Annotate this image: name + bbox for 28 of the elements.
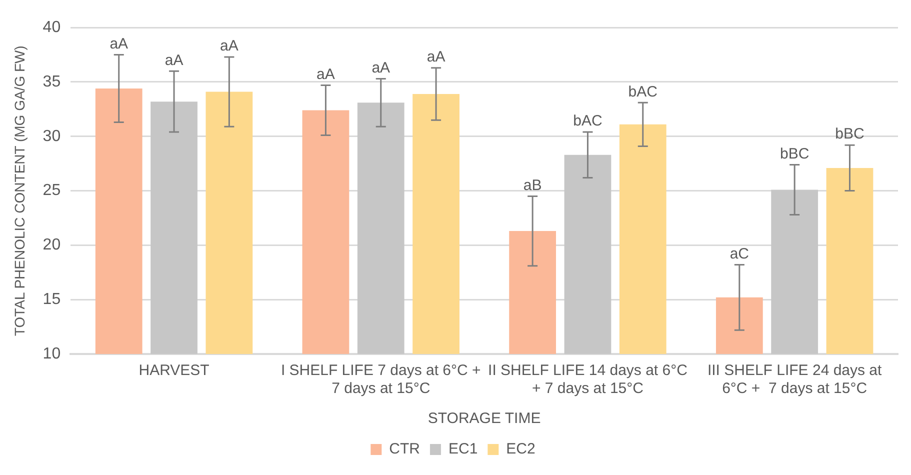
x-tick-label: II SHELF LIFE 14 days at 6°C + 7 days at 15°C bbox=[488, 362, 688, 398]
data-label: aA bbox=[110, 35, 128, 52]
y-tick-label: 15 bbox=[42, 291, 61, 308]
y-axis-title: TOTAL PHENOLIC CONTENT (MG GA/G FW) bbox=[11, 46, 28, 336]
legend-label: CTR bbox=[389, 440, 420, 458]
data-label: bBC bbox=[780, 145, 810, 162]
y-tick-label: 20 bbox=[42, 236, 61, 254]
data-label: aA bbox=[316, 66, 335, 83]
data-label: bBC bbox=[835, 126, 864, 143]
y-tick-label: 30 bbox=[42, 128, 61, 145]
y-tick-label: 35 bbox=[42, 73, 61, 90]
y-tick-label: 10 bbox=[42, 345, 61, 362]
x-axis-title: STORAGE TIME bbox=[428, 410, 541, 428]
x-tick-label: HARVEST bbox=[138, 362, 210, 380]
y-tick-label: 40 bbox=[42, 19, 61, 36]
data-label: aA bbox=[164, 52, 184, 69]
data-label: aB bbox=[523, 176, 542, 194]
legend-label: EC2 bbox=[506, 440, 536, 458]
data-label: aC bbox=[730, 245, 750, 262]
data-label: aA bbox=[220, 38, 238, 55]
x-tick-label: III SHELF LIFE 24 days at 6°C + 7 days at 15°C bbox=[707, 362, 883, 398]
y-tick-label: 25 bbox=[42, 182, 61, 200]
data-label: aA bbox=[372, 59, 390, 76]
legend-label: EC1 bbox=[448, 440, 478, 458]
data-label: bAC bbox=[573, 112, 602, 130]
data-label: bAC bbox=[628, 83, 658, 100]
x-tick-label: I SHELF LIFE 7 days at 6°C + 7 days at 15°C bbox=[280, 362, 482, 398]
data-label: aA bbox=[426, 48, 446, 66]
